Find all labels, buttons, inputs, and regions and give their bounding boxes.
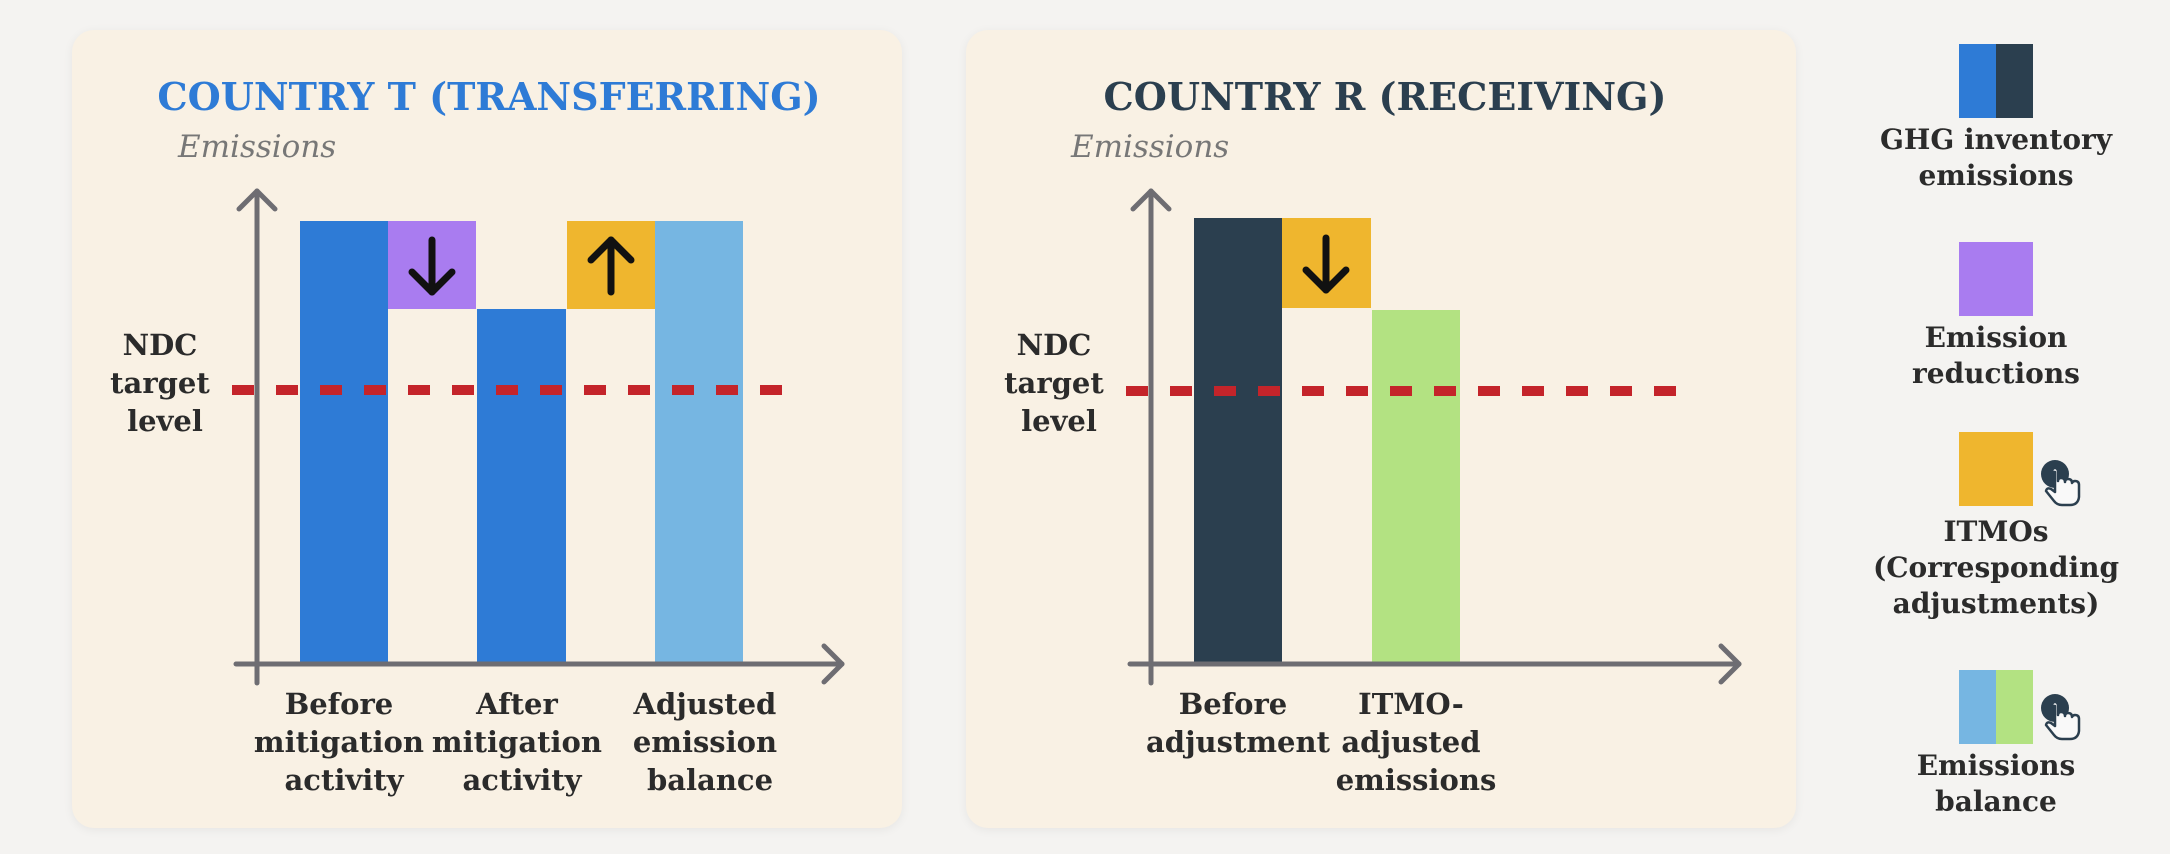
hand-pointer-icon bbox=[2041, 694, 2081, 741]
bar-before-mitigation bbox=[300, 221, 388, 664]
category-label-before: Before mitigation activity bbox=[254, 687, 434, 797]
itmo-swatch[interactable] bbox=[1846, 432, 2146, 506]
hand-pointer-icon bbox=[2041, 460, 2081, 507]
country-t-title: COUNTRY T (TRANSFERRING) bbox=[157, 74, 820, 119]
arrow-down-icon bbox=[408, 236, 456, 296]
category-label-after: After mitigation activity bbox=[432, 687, 612, 797]
ndc-label: NDC target level bbox=[110, 328, 220, 438]
arrow-down-icon bbox=[1302, 234, 1350, 294]
country-t-diagram: COUNTRY T (TRANSFERRING) Emissions NDC bbox=[110, 74, 845, 797]
bar-before-adjustment bbox=[1194, 218, 1282, 664]
ghg-swatch bbox=[1846, 44, 2146, 118]
bar-itmo-adjusted bbox=[1372, 310, 1460, 664]
country-r-title: COUNTRY R (RECEIVING) bbox=[1103, 74, 1666, 119]
axes bbox=[1127, 188, 1742, 686]
arrow-up-icon bbox=[587, 236, 635, 296]
ndc-label: NDC target level bbox=[1004, 328, 1114, 438]
category-label-itmo-adjusted: ITMO- adjusted emissions bbox=[1336, 687, 1497, 797]
legend-item-balance[interactable]: Emissions balance bbox=[1846, 670, 2146, 820]
country-t-panel: COUNTRY T (TRANSFERRING) Emissions NDC bbox=[72, 30, 902, 828]
bar-after-mitigation bbox=[477, 309, 566, 664]
country-r-panel: COUNTRY R (RECEIVING) Emissions NDC targ… bbox=[966, 30, 1796, 828]
reduction-swatch bbox=[1846, 242, 2146, 316]
category-label-adjusted: Adjusted emission balance bbox=[633, 687, 788, 797]
legend-item-ghg: GHG inventory emissions bbox=[1846, 44, 2146, 194]
balance-swatch[interactable] bbox=[1846, 670, 2146, 744]
y-axis-label: Emissions bbox=[1070, 129, 1229, 165]
legend-item-reductions: Emission reductions bbox=[1846, 242, 2146, 392]
category-label-before-adjustment: Before adjustment bbox=[1146, 687, 1331, 759]
country-r-diagram: COUNTRY R (RECEIVING) Emissions NDC targ… bbox=[1004, 74, 1742, 797]
bar-adjusted-balance bbox=[655, 221, 743, 664]
legend-item-itmos[interactable]: ITMOs (Corresponding adjustments) bbox=[1846, 432, 2146, 622]
y-axis-label: Emissions bbox=[177, 129, 336, 165]
axes bbox=[233, 188, 845, 686]
